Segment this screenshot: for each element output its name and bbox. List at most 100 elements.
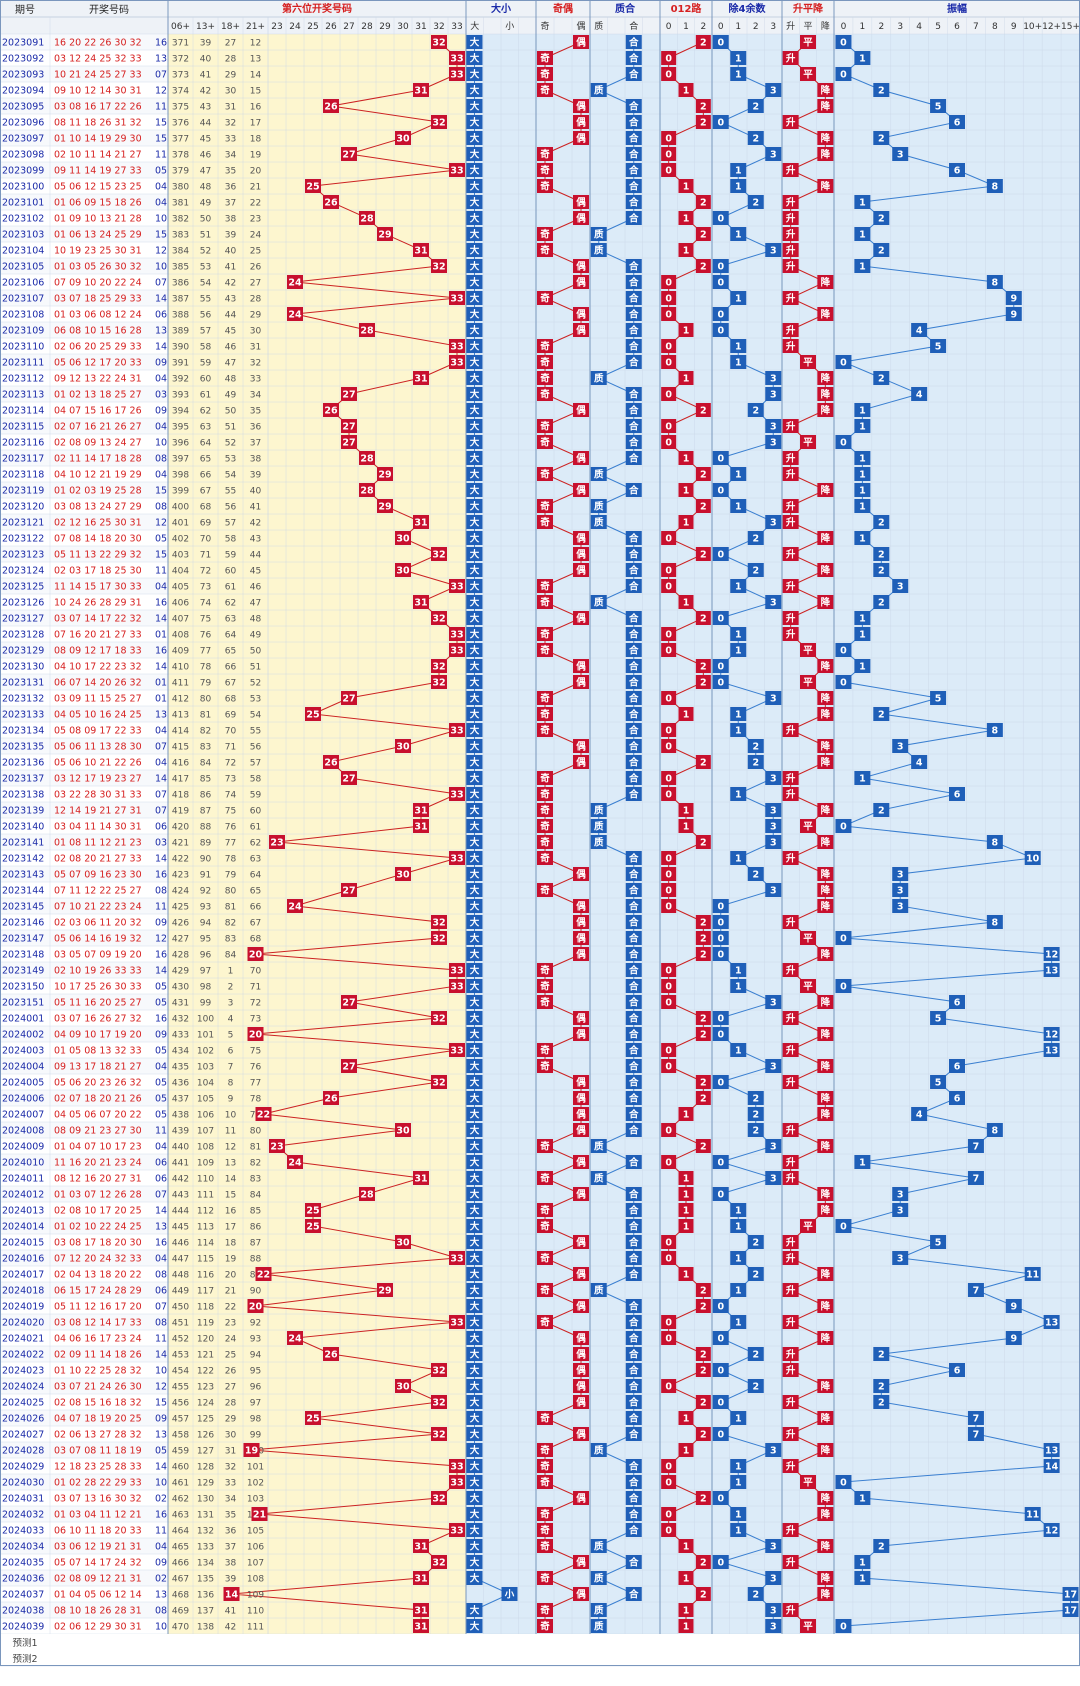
sixth-ball-label: 30 — [396, 134, 410, 145]
road-012-ball — [661, 883, 677, 897]
stat-cell: 378 — [172, 151, 189, 161]
road-012-label: 1 — [683, 1542, 690, 1553]
blue-number-cell: 08 — [155, 1270, 167, 1281]
mod4-ball — [712, 115, 729, 129]
period-cell: 2023095 — [2, 102, 44, 113]
mod4-label: 0 — [717, 310, 724, 321]
stat-cell: 57 — [225, 519, 236, 529]
road-012-label: 2 — [700, 838, 707, 849]
red-numbers-cell: 02 08 09 13 24 27 — [54, 438, 142, 449]
prime-composite-ball — [590, 227, 607, 241]
road-012-ball — [661, 723, 677, 737]
big-small-ball — [466, 611, 483, 625]
big-small-ball — [466, 531, 483, 545]
stat-cell: 77 — [225, 839, 236, 849]
up-flat-down-label: 升 — [786, 229, 796, 241]
up-flat-down-label: 降 — [821, 709, 831, 721]
odd-even-label: 奇 — [540, 725, 550, 737]
red-numbers-cell: 01 02 28 22 29 33 — [54, 1478, 142, 1489]
stat-cell: 403 — [172, 551, 189, 561]
blue-number-cell: 15 — [155, 1398, 167, 1409]
road-012-label: 2 — [700, 1286, 707, 1297]
road-012-ball — [661, 771, 677, 785]
up-flat-down-label: 降 — [821, 757, 831, 769]
road-012-label: 1 — [683, 1574, 690, 1585]
stat-cell: 40 — [250, 487, 262, 497]
sixth-ball-label: 33 — [450, 582, 463, 593]
period-cell: 2024011 — [2, 1174, 44, 1185]
up-flat-down-label: 平 — [803, 822, 813, 833]
prime-composite-ball — [625, 723, 642, 737]
sixth-ball-label: 33 — [450, 342, 463, 353]
road-012-ball — [695, 35, 711, 49]
stat-cell: 18 — [250, 135, 262, 145]
amplitude-ball — [835, 435, 852, 449]
prime-composite-label: 合 — [629, 677, 639, 689]
stat-cell: 54 — [200, 279, 212, 289]
road-012-label: 0 — [665, 1334, 672, 1345]
road-012-label: 0 — [665, 998, 672, 1009]
road-012-label: 0 — [665, 726, 672, 737]
stat-cell: 390 — [172, 343, 189, 353]
road-012-label: 1 — [683, 822, 690, 833]
red-numbers-cell: 03 08 13 24 27 29 — [54, 502, 142, 513]
big-small-label: 大 — [470, 501, 480, 513]
sixth-ball-label: 32 — [432, 38, 445, 49]
prime-composite-label: 合 — [629, 789, 639, 801]
amplitude-ball — [930, 691, 947, 705]
amplitude-ball — [835, 355, 852, 369]
blue-number-cell: 02 — [155, 1494, 167, 1505]
big-small-label: 大 — [470, 981, 480, 993]
period-cell: 2023100 — [2, 182, 44, 193]
period-cell: 2024017 — [2, 1270, 44, 1281]
prime-composite-ball — [590, 595, 607, 609]
stat-cell: 79 — [200, 679, 212, 689]
red-numbers-cell: 08 11 18 26 31 32 — [54, 118, 142, 129]
mod4-label: 1 — [735, 646, 742, 657]
mod4-label: 3 — [770, 822, 777, 833]
stat-cell: 49 — [225, 391, 237, 401]
up-flat-down-label: 升 — [786, 1253, 796, 1265]
up-flat-down-label: 升 — [786, 53, 796, 65]
stat-cell: 41 — [250, 503, 261, 513]
up-flat-down-label: 升 — [786, 469, 796, 481]
big-small-label: 大 — [470, 1109, 480, 1121]
mod4-ball — [730, 467, 747, 481]
stat-cell: 28 — [225, 55, 237, 65]
odd-even-label: 奇 — [540, 1141, 550, 1153]
sixth-ball-label: 24 — [288, 278, 302, 289]
stat-cell: 98 — [200, 983, 212, 993]
road-012-ball — [695, 99, 711, 113]
road-012-label: 0 — [665, 566, 672, 577]
period-cell: 2023102 — [2, 214, 44, 225]
odd-even-ball — [573, 211, 589, 225]
odd-even-ball — [537, 707, 553, 721]
blue-number-cell: 04 — [155, 182, 167, 193]
prime-composite-ball — [625, 483, 642, 497]
up-flat-down-label: 降 — [821, 101, 831, 113]
stat-cell: 112 — [197, 1207, 214, 1217]
red-numbers-cell: 03 05 07 09 19 20 — [54, 950, 142, 961]
odd-even-label: 奇 — [540, 1621, 550, 1633]
sixth-ball-label: 31 — [414, 246, 427, 257]
stat-cell: 438 — [172, 1111, 189, 1121]
odd-even-ball — [537, 851, 553, 865]
blue-number-cell: 16 — [155, 1014, 167, 1025]
stat-cell: 58 — [225, 535, 237, 545]
blue-number-cell: 13 — [155, 1590, 167, 1601]
sixth-ball-label: 33 — [450, 790, 463, 801]
up-flat-down-label: 降 — [821, 565, 831, 577]
subheader-oe: 奇 — [540, 20, 549, 32]
period-cell: 2023109 — [2, 326, 44, 337]
period-cell: 2024008 — [2, 1126, 44, 1137]
mod4-label: 0 — [717, 214, 724, 225]
odd-even-label: 奇 — [540, 149, 550, 161]
sixth-ball — [395, 131, 411, 145]
odd-even-ball — [573, 99, 589, 113]
big-small-label: 大 — [470, 1477, 480, 1489]
road-012-ball — [695, 755, 711, 769]
big-small-label: 大 — [470, 1205, 480, 1217]
stat-cell: 57 — [200, 327, 211, 337]
red-numbers-cell: 01 05 08 13 32 33 — [54, 1046, 142, 1057]
odd-even-ball — [537, 883, 553, 897]
